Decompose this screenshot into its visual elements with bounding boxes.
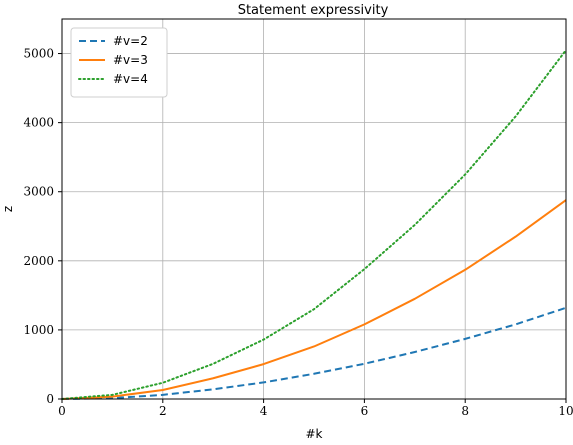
series-line-1 — [61, 306, 567, 400]
y-tick-label: 4000 — [23, 116, 54, 130]
x-tick-label: 6 — [361, 404, 369, 418]
x-tick-label: 2 — [159, 404, 167, 418]
grid-lines — [61, 19, 567, 400]
axis-ticks: 0 2 4 6 8 10 0 1000 2000 3000 4000 5000 — [23, 47, 573, 418]
plot-frame — [61, 18, 567, 400]
legend-box — [70, 27, 168, 98]
legend-label-1: #v=2 — [113, 34, 148, 48]
legend-label-2: #v=3 — [113, 53, 148, 67]
y-tick-label: 0 — [46, 392, 54, 406]
series-lines — [61, 49, 567, 400]
x-tick-label: 8 — [461, 404, 469, 418]
y-tick-label: 5000 — [23, 47, 54, 61]
legend-label-3: #v=4 — [113, 72, 148, 86]
x-tick-label: 10 — [558, 404, 573, 418]
y-tick-label: 2000 — [23, 254, 54, 268]
x-tick-label: 4 — [260, 404, 268, 418]
series-line-2 — [61, 199, 567, 400]
x-axis-label: #k — [305, 427, 322, 441]
y-axis-label: z — [1, 206, 15, 212]
chart-title: Statement expressivity — [238, 3, 389, 18]
series-line-3 — [61, 49, 567, 400]
y-tick-label: 1000 — [23, 323, 54, 337]
y-tick-label: 3000 — [23, 185, 54, 199]
x-tick-label: 0 — [58, 404, 66, 418]
legend: #v=2 #v=3 #v=4 — [70, 27, 168, 98]
